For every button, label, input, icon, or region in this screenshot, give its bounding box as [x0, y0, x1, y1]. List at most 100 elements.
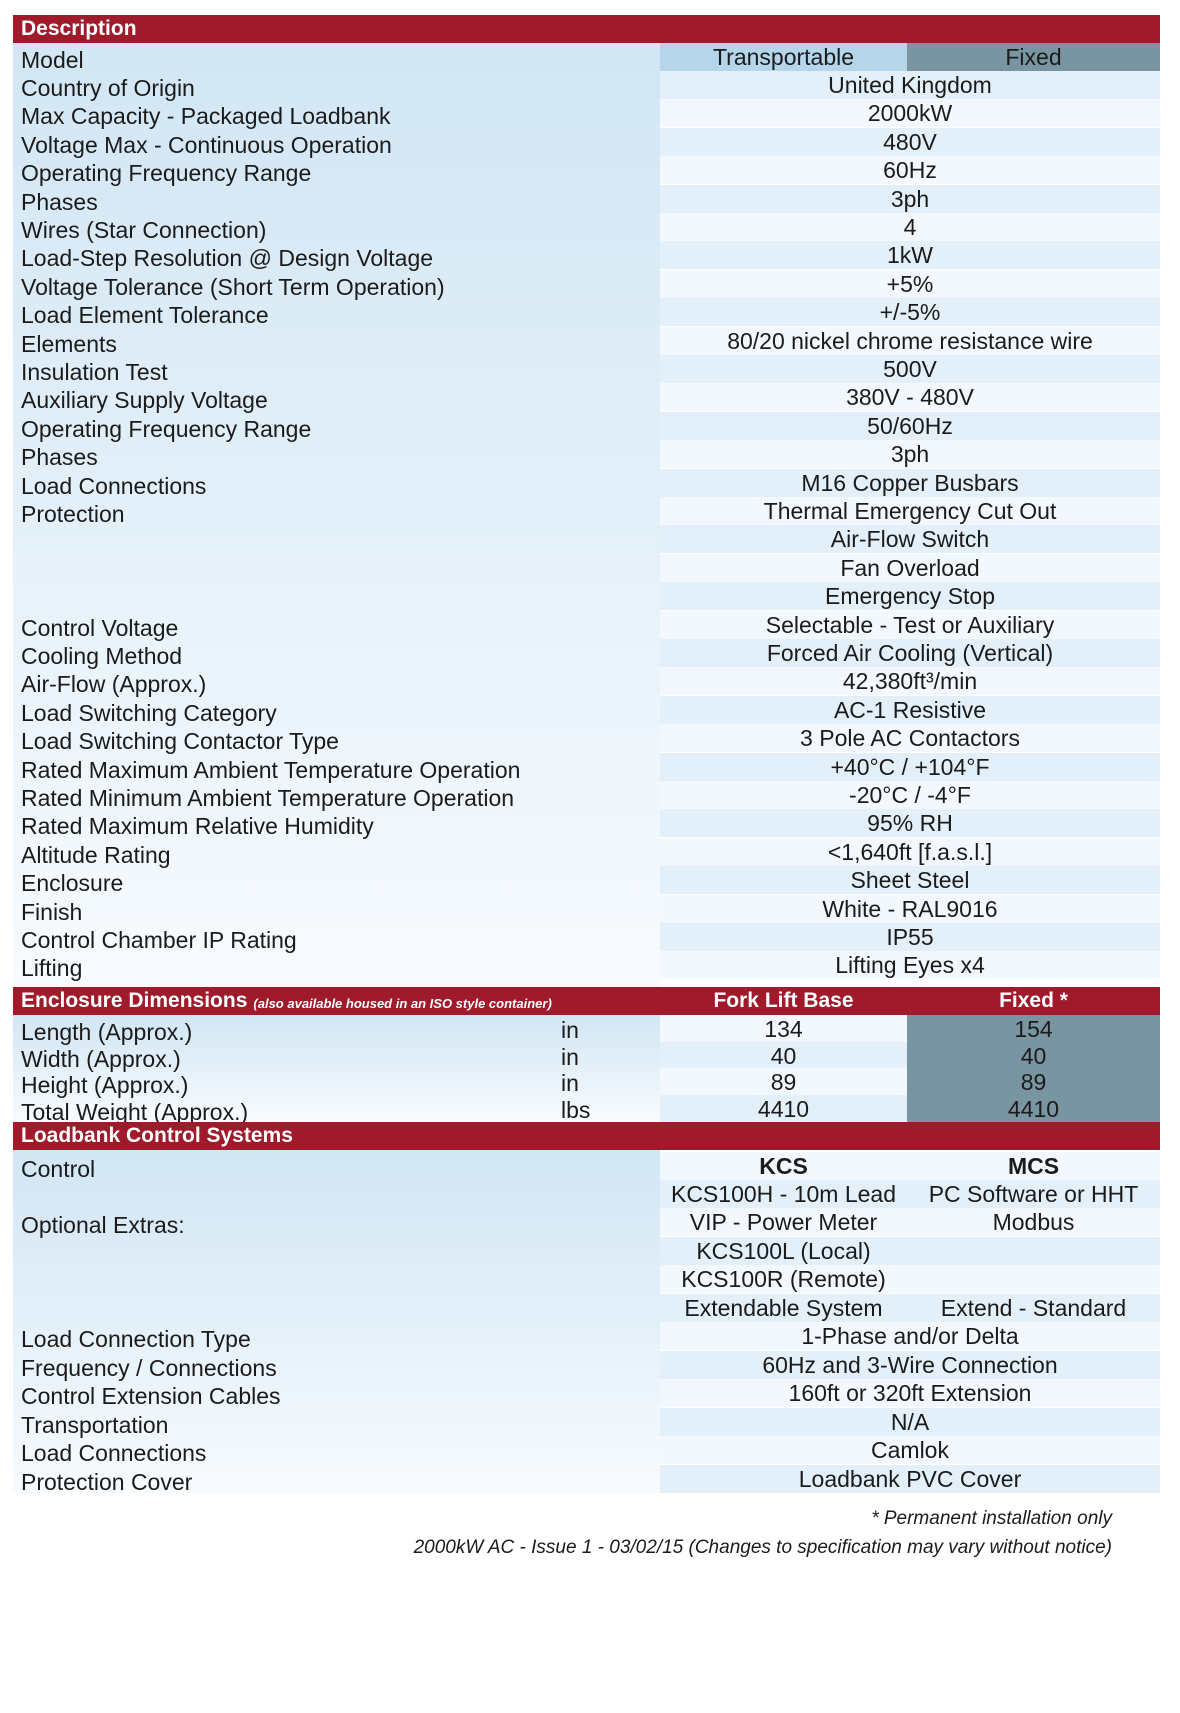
- row-value: <1,640ft [f.a.s.l.]: [660, 837, 1160, 866]
- row-label: Altitude Rating: [21, 841, 171, 868]
- table-row: Air-Flow Switch: [13, 525, 1160, 554]
- footnote-permanent: * Permanent installation only: [871, 1508, 1112, 1529]
- row-value: N/A: [660, 1407, 1160, 1436]
- row-label: Lifting: [21, 955, 83, 982]
- table-row: Country of Origin United Kingdom: [13, 71, 1160, 101]
- row-value: Air-Flow Switch: [660, 525, 1160, 554]
- row-value: AC-1 Resistive: [660, 695, 1160, 724]
- row-value: United Kingdom: [660, 71, 1160, 99]
- section-title: Description: [21, 17, 137, 40]
- table-row: Control Voltage Selectable - Test or Auxi…: [13, 610, 1160, 641]
- table-row: Protection Thermal Emergency Cut Out: [13, 497, 1160, 527]
- table-row: Control Extension Cables 160ft or 320ft E…: [13, 1379, 1160, 1410]
- optional-extra-row: KCS100H - 10m Lead PC Software or HHT: [13, 1180, 1160, 1208]
- table-row: Frequency / Connections 60Hz and 3-Wire C…: [13, 1350, 1160, 1381]
- optional-extra-row: Optional Extras: VIP - Power Meter Modbus: [13, 1208, 1160, 1238]
- description-label-panel: [13, 43, 660, 998]
- row-label: Load Element Tolerance: [21, 302, 269, 329]
- row-unit: in: [561, 1070, 579, 1096]
- row-label: Operating Frequency Range: [21, 415, 312, 442]
- table-row: Fan Overload: [13, 553, 1160, 582]
- row-label: Wires (Star Connection): [21, 217, 267, 243]
- row-label: Load Connection Type: [21, 1326, 251, 1352]
- optional-extra-row: KCS100R (Remote): [13, 1265, 1160, 1294]
- fork-lift-value: 4410: [660, 1094, 907, 1123]
- fork-lift-value: 40: [660, 1041, 907, 1070]
- row-value: Fan Overload: [660, 553, 1160, 582]
- row-value: 2000kW: [660, 99, 1160, 128]
- row-label: Cooling Method: [21, 643, 183, 669]
- row-label: Enclosure: [21, 870, 124, 897]
- table-row: Protection Cover Loadbank PVC Cover: [13, 1465, 1160, 1495]
- row-label: Control: [21, 1156, 96, 1182]
- row-label: Width (Approx.): [21, 1045, 181, 1072]
- row-value: Sheet Steel: [660, 866, 1160, 895]
- optional-extra-row: Extendable System Extend - Standard: [13, 1293, 1160, 1322]
- mcs-extra: PC Software or HHT: [907, 1180, 1160, 1208]
- table-row: Phases 3ph: [13, 440, 1160, 470]
- row-label: Max Capacity - Packaged Loadbank: [21, 103, 391, 130]
- row-label: Voltage Max - Continuous Operation: [21, 131, 392, 158]
- row-value: 80/20 nickel chrome resistance wire: [660, 326, 1160, 355]
- fixed-value: 40: [907, 1041, 1160, 1070]
- row-label: Load-Step Resolution @ Design Voltage: [21, 245, 434, 272]
- row-unit: in: [561, 1017, 579, 1043]
- fork-lift-value: 134: [660, 1015, 907, 1043]
- kcs-extra: KCS100R (Remote): [660, 1265, 907, 1294]
- row-value: +5%: [660, 269, 1160, 298]
- kcs-header: KCS: [660, 1152, 907, 1180]
- table-row: Load Switching Category AC-1 Resistive: [13, 695, 1160, 726]
- table-row: Rated Minimum Ambient Temperature Operat…: [13, 781, 1160, 811]
- row-label: Length (Approx.): [21, 1019, 193, 1045]
- row-value: 1kW: [660, 241, 1160, 270]
- table-row: Emergency Stop: [13, 582, 1160, 611]
- table-row: Voltage Tolerance (Short Term Operation)…: [13, 269, 1160, 300]
- mcs-extra: Modbus: [907, 1208, 1160, 1237]
- row-value: Selectable - Test or Auxiliary: [660, 610, 1160, 639]
- column-header-fork-lift-base: Fork Lift Base: [713, 989, 854, 1012]
- row-value: 3ph: [660, 440, 1160, 469]
- row-unit: in: [561, 1043, 579, 1070]
- row-label: Load Switching Category: [21, 699, 277, 726]
- row-value: IP55: [660, 923, 1160, 951]
- fixed-value: 89: [907, 1068, 1160, 1096]
- row-value: Camlok: [660, 1436, 1160, 1465]
- table-row: Load-Step Resolution @ Design Voltage 1kW: [13, 241, 1160, 272]
- row-label: Control Extension Cables: [21, 1383, 281, 1410]
- table-row: Transportation N/A: [13, 1407, 1160, 1438]
- row-label: Elements: [21, 330, 117, 357]
- model-transportable: Transportable: [660, 43, 907, 71]
- table-row: Total Weight (Approx.) lbs 4410 4410: [13, 1094, 1160, 1125]
- row-label: Height (Approx.): [21, 1072, 189, 1098]
- row-value: 4: [660, 213, 1160, 241]
- row-value: 60Hz and 3-Wire Connection: [660, 1350, 1160, 1379]
- table-row: Enclosure Sheet Steel: [13, 866, 1160, 897]
- optional-extra-row: KCS100L (Local): [13, 1236, 1160, 1265]
- footnote-issue: 2000kW AC - Issue 1 - 03/02/15 (Changes …: [413, 1537, 1112, 1558]
- table-row: Control Chamber IP Rating IP55: [13, 923, 1160, 953]
- row-label: Voltage Tolerance (Short Term Operation): [21, 273, 445, 300]
- section-header-enclosure: Enclosure Dimensions (also available hou…: [13, 987, 1160, 1015]
- model-fixed: Fixed: [907, 43, 1160, 71]
- row-label: Frequency / Connections: [21, 1354, 277, 1381]
- section-title: Loadbank Control Systems: [21, 1124, 293, 1147]
- row-label: Load Connections: [21, 1440, 207, 1467]
- row-value: 42,380ft³/min: [660, 667, 1160, 696]
- row-label: Insulation Test: [21, 359, 168, 385]
- table-row: Phases 3ph: [13, 184, 1160, 215]
- fixed-value: 4410: [907, 1094, 1160, 1123]
- section-subtitle: (also available housed in an ISO style c…: [253, 995, 552, 1011]
- model-row: Model Transportable Fixed: [13, 43, 1160, 73]
- row-value: 50/60Hz: [660, 411, 1160, 440]
- row-label: Load Switching Contactor Type: [21, 728, 339, 755]
- table-row: Load Connections M16 Copper Busbars: [13, 468, 1160, 499]
- row-value: Forced Air Cooling (Vertical): [660, 639, 1160, 667]
- table-row: Load Element Tolerance +/-5%: [13, 298, 1160, 329]
- kcs-extra: Extendable System: [660, 1293, 907, 1322]
- fixed-value: 154: [907, 1015, 1160, 1043]
- row-value: 60Hz: [660, 156, 1160, 185]
- section-header-description: Description: [13, 15, 1160, 43]
- kcs-extra: VIP - Power Meter: [660, 1208, 907, 1237]
- table-row: Cooling Method Forced Air Cooling (Vertic…: [13, 639, 1160, 669]
- row-value: Emergency Stop: [660, 582, 1160, 611]
